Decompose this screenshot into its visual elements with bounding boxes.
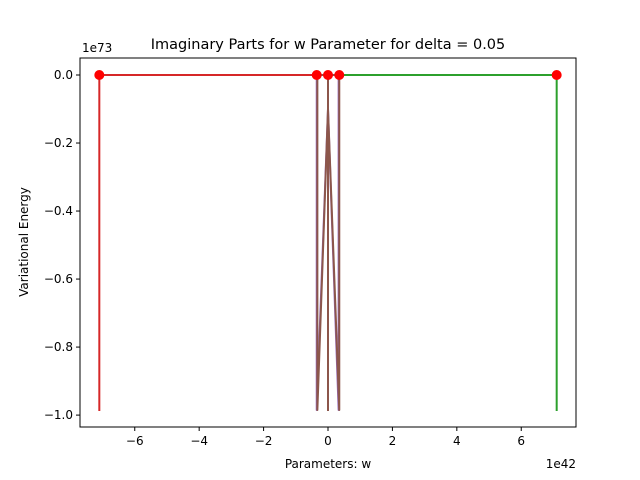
x-tick-label: −4 [190, 434, 208, 448]
x-axis-label: Parameters: w [285, 457, 372, 471]
x-exponent-label: 1e42 [546, 457, 576, 471]
y-tick-label: −0.4 [44, 204, 73, 218]
y-tick-label: −0.8 [44, 340, 73, 354]
x-tick-label: 6 [517, 434, 525, 448]
data-point-marker [551, 70, 562, 80]
y-tick-label: −0.2 [44, 136, 73, 150]
y-tick-label: 0.0 [54, 68, 73, 82]
plot-area [94, 70, 562, 411]
data-point-marker [311, 70, 322, 80]
chart-title: Imaginary Parts for w Parameter for delt… [151, 37, 506, 53]
x-tick-label: −6 [126, 434, 144, 448]
x-tick-label: −2 [255, 434, 273, 448]
y-tick-label: −0.6 [44, 272, 73, 286]
x-tick-label: 0 [324, 434, 332, 448]
data-point-marker [323, 70, 333, 80]
x-tick-label: 4 [453, 434, 461, 448]
data-point-marker [334, 70, 345, 80]
y-axis-label: Variational Energy [17, 187, 31, 297]
axis-ticks: −6 −4 −2 0 2 4 6 0.0 −0.2 −0.4 −0.6 −0.8 −1.0 [44, 68, 525, 448]
data-point-marker [94, 70, 105, 80]
y-exponent-label: 1e73 [82, 41, 112, 55]
y-tick-label: −1.0 [44, 408, 73, 422]
axes-frame [79, 57, 577, 428]
x-tick-label: 2 [389, 434, 397, 448]
